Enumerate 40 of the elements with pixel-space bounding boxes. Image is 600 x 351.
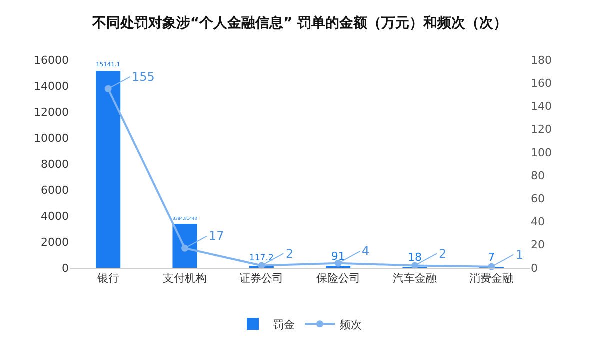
y-tick-label: 12000 (34, 106, 69, 119)
y-tick-label: 0 (62, 262, 69, 275)
legend-label: 频次 (340, 318, 362, 332)
y2-tick-label: 100 (531, 146, 552, 160)
data-label: 2 (286, 247, 294, 261)
y2-tick-label: 120 (531, 123, 552, 136)
data-label: 1 (516, 248, 524, 262)
data-label: 17 (209, 229, 224, 243)
point (182, 244, 188, 252)
data-label: 117.2 (249, 254, 274, 264)
data-label: 18 (408, 251, 422, 264)
y2-tick-label: 80 (531, 169, 545, 182)
y2-tick-label: 180 (531, 54, 552, 67)
chart-title: 不同处罚对象涉“个人金融信息” 罚单的金额（万元）和频次（次） (91, 14, 508, 32)
y-tick-label: 6000 (41, 184, 69, 197)
data-label: 91 (331, 250, 346, 263)
x-tick-label: 证券公司 (240, 272, 284, 286)
x-tick-label: 消费金融 (470, 272, 514, 286)
y2-tick-label: 140 (531, 100, 552, 114)
x-tick-label: 保险公司 (316, 272, 360, 286)
y-tick-label: 14000 (34, 80, 69, 93)
y-tick-label: 2000 (41, 236, 69, 249)
x-tick-label: 支付机构 (163, 272, 207, 286)
y2-tick-label: 60 (531, 192, 545, 206)
y-tick-label: 8000 (41, 158, 69, 171)
y-tick-label: 10000 (34, 132, 69, 145)
y2-tick-label: 0 (531, 262, 538, 275)
data-label: 155 (132, 70, 155, 84)
y-tick-label: 4000 (41, 210, 69, 223)
legend-label: 罚金 (273, 318, 295, 332)
data-label: 4 (362, 244, 370, 258)
y2-tick-label: 160 (531, 76, 552, 90)
x-tick-label: 银行 (96, 272, 120, 286)
data-label: 2 (439, 247, 447, 261)
data-label: 7 (488, 251, 496, 264)
y-tick-label: 16000 (34, 54, 69, 67)
bar (96, 71, 121, 268)
y2-tick-label: 40 (531, 216, 545, 229)
y2-tick-label: 20 (531, 238, 545, 252)
x-tick-label: 汽车金融 (393, 272, 437, 286)
